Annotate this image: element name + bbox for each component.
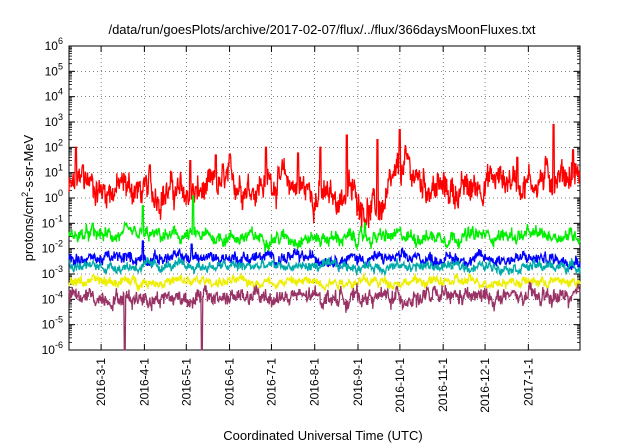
x-tick-label: 2016-3-1: [94, 358, 108, 406]
x-tick-label: 2016-8-1: [308, 358, 322, 406]
y-tick-label: 106: [45, 36, 63, 53]
series-line-4: [68, 271, 581, 293]
chart-title: /data/run/goesPlots/archive/2017-02-07/f…: [108, 22, 535, 37]
series-line-1: [68, 195, 581, 253]
y-tick-label: 100: [45, 188, 63, 205]
x-tick-label: 2016-12-1: [478, 358, 492, 413]
y-tick-label: 10-5: [42, 315, 63, 332]
x-tick-label: 2016-5-1: [179, 358, 193, 406]
x-tick-label: 2016-9-1: [351, 358, 365, 406]
x-tick-label: 2016-7-1: [264, 358, 278, 406]
x-tick-label: 2016-11-1: [436, 358, 450, 412]
x-tick-label: 2017-1-1: [521, 358, 535, 406]
y-axis: 10-6 10-5 10-4 10-3 10-2 10-1 100 101 102 103 104 1…: [42, 36, 580, 357]
series-line-0: [68, 123, 581, 229]
x-tick-label: 2016-6-1: [223, 358, 237, 406]
y-axis-label: protons/cm2-s-sr-MeV: [20, 134, 36, 261]
x-tick-label: 2016-4-1: [137, 358, 151, 406]
y-tick-label: 105: [45, 61, 63, 78]
y-tick-label: 101: [45, 163, 63, 180]
series-line-2: [68, 240, 581, 271]
y-tick-label: 10-2: [42, 239, 63, 256]
grid: [69, 46, 580, 350]
y-tick-label: 10-1: [42, 213, 63, 230]
series-line-5: [68, 281, 581, 351]
y-tick-label: 10-3: [42, 264, 63, 281]
y-tick-label: 10-6: [42, 340, 63, 357]
y-tick-label: 104: [45, 87, 63, 104]
y-tick-label: 102: [45, 137, 63, 154]
x-axis-label: Coordinated Universal Time (UTC): [223, 428, 422, 443]
x-tick-label: 2016-10-1: [393, 358, 407, 413]
y-tick-label: 103: [45, 112, 63, 129]
x-axis: 2016-3-1 2016-4-1 2016-5-1 2016-6-1 2016-7-1…: [94, 46, 535, 413]
series-line-3: [68, 257, 581, 277]
data-series: [68, 123, 581, 351]
y-tick-label: 10-4: [42, 289, 63, 306]
